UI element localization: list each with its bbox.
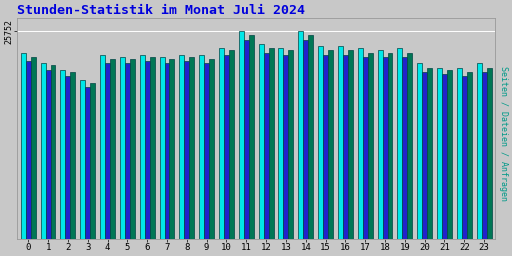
Bar	[145, 61, 150, 239]
Bar	[70, 72, 75, 239]
Bar	[21, 52, 26, 239]
Bar	[150, 57, 155, 239]
Bar	[328, 50, 333, 239]
Bar	[323, 55, 328, 239]
Bar	[377, 50, 382, 239]
Text: Stunden-Statistik im Monat Juli 2024: Stunden-Statistik im Monat Juli 2024	[17, 4, 305, 17]
Bar	[343, 55, 348, 239]
Bar	[408, 52, 412, 239]
Bar	[179, 55, 184, 239]
Bar	[125, 63, 130, 239]
Bar	[85, 87, 90, 239]
Bar	[90, 82, 95, 239]
Bar	[229, 50, 234, 239]
Bar	[46, 70, 51, 239]
Bar	[402, 57, 408, 239]
Bar	[338, 46, 343, 239]
Bar	[264, 52, 269, 239]
Bar	[120, 57, 125, 239]
Bar	[442, 74, 447, 239]
Bar	[60, 70, 66, 239]
Bar	[239, 31, 244, 239]
Bar	[189, 57, 194, 239]
Bar	[303, 40, 308, 239]
Bar	[31, 57, 36, 239]
Bar	[110, 59, 115, 239]
Bar	[447, 70, 452, 239]
Bar	[284, 55, 288, 239]
Bar	[308, 35, 313, 239]
Bar	[140, 55, 145, 239]
Bar	[105, 63, 110, 239]
Bar	[269, 48, 273, 239]
Bar	[482, 72, 486, 239]
Bar	[298, 31, 303, 239]
Bar	[422, 72, 427, 239]
Bar	[417, 63, 422, 239]
Bar	[382, 57, 388, 239]
Bar	[209, 59, 214, 239]
Bar	[169, 59, 175, 239]
Bar	[80, 80, 85, 239]
Bar	[368, 52, 373, 239]
Bar	[164, 63, 169, 239]
Bar	[358, 48, 362, 239]
Bar	[467, 72, 472, 239]
Text: Seiten / Dateien / Anfragen: Seiten / Dateien / Anfragen	[499, 66, 508, 201]
Bar	[397, 48, 402, 239]
Bar	[348, 50, 353, 239]
Bar	[219, 48, 224, 239]
Bar	[204, 63, 209, 239]
Bar	[477, 63, 482, 239]
Bar	[462, 76, 467, 239]
Bar	[279, 48, 284, 239]
Bar	[100, 55, 105, 239]
Bar	[130, 59, 135, 239]
Bar	[66, 76, 70, 239]
Bar	[288, 50, 293, 239]
Bar	[224, 55, 229, 239]
Bar	[40, 63, 46, 239]
Bar	[259, 44, 264, 239]
Bar	[362, 57, 368, 239]
Bar	[457, 68, 462, 239]
Bar	[160, 57, 164, 239]
Bar	[51, 65, 55, 239]
Bar	[26, 61, 31, 239]
Bar	[318, 46, 323, 239]
Bar	[388, 52, 393, 239]
Bar	[184, 61, 189, 239]
Bar	[486, 68, 492, 239]
Bar	[249, 35, 254, 239]
Bar	[437, 68, 442, 239]
Bar	[244, 40, 249, 239]
Bar	[427, 68, 432, 239]
Bar	[199, 55, 204, 239]
